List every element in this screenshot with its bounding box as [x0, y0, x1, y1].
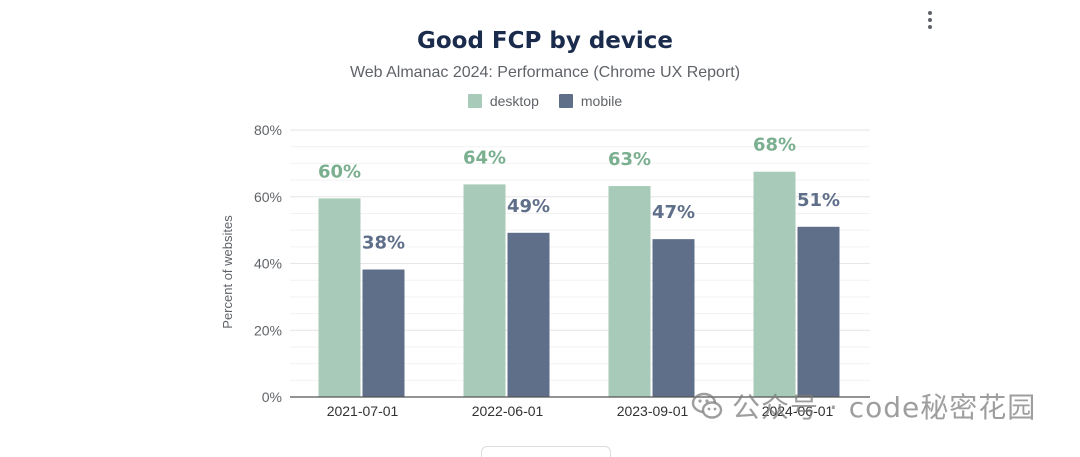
chart-title: Good FCP by device [416, 28, 674, 54]
y-tick-label: 60% [254, 189, 282, 205]
data-label-mobile: 51% [797, 190, 840, 211]
data-label-mobile: 38% [362, 233, 405, 254]
bar-mobile[interactable] [507, 232, 550, 397]
data-label-mobile: 47% [652, 202, 695, 223]
legend-label-desktop: desktop [489, 93, 539, 109]
legend-swatch-desktop [467, 94, 482, 108]
legend-label-mobile: mobile [580, 93, 623, 109]
bar-desktop[interactable] [608, 186, 651, 397]
y-tick-label: 80% [254, 122, 282, 138]
y-axis-ticks: 0% 20% 40% 60% 80% [254, 122, 282, 405]
legend-item-mobile[interactable]: mobile [558, 93, 623, 109]
x-tick-label: 2023-09-01 [617, 403, 689, 419]
data-label-mobile: 49% [507, 196, 550, 217]
y-tick-label: 20% [254, 322, 282, 338]
bar-desktop[interactable] [753, 171, 796, 397]
y-tick-label: 40% [254, 256, 282, 272]
bars [318, 171, 840, 397]
chart-legend: desktop mobile [0, 93, 1080, 109]
data-labels: 60% 38% 64% 49% 63% 47% 68% 51% [318, 135, 840, 254]
x-tick-label: 2024-06-01 [762, 403, 834, 419]
bar-desktop[interactable] [463, 184, 506, 397]
data-label-desktop: 64% [463, 147, 506, 168]
more-options-icon[interactable] [918, 8, 942, 32]
x-tick-label: 2022-06-01 [472, 403, 544, 419]
bottom-tab-handle[interactable] [481, 446, 611, 457]
bar-mobile[interactable] [797, 226, 840, 397]
x-axis-ticks: 2021-07-01 2022-06-01 2023-09-01 2024-06-01 [327, 403, 834, 419]
bar-mobile[interactable] [362, 269, 405, 397]
data-label-desktop: 68% [753, 135, 796, 156]
bar-desktop[interactable] [318, 198, 361, 397]
data-label-desktop: 60% [318, 161, 361, 182]
bar-mobile[interactable] [652, 239, 695, 397]
y-tick-label: 0% [262, 389, 282, 405]
legend-item-desktop[interactable]: desktop [467, 93, 539, 109]
y-axis-label: Percent of websites [220, 215, 235, 329]
legend-swatch-mobile [558, 94, 573, 108]
chart-subtitle: Web Almanac 2024: Performance (Chrome UX… [349, 64, 741, 81]
data-label-desktop: 63% [608, 149, 651, 170]
x-tick-label: 2021-07-01 [327, 403, 399, 419]
